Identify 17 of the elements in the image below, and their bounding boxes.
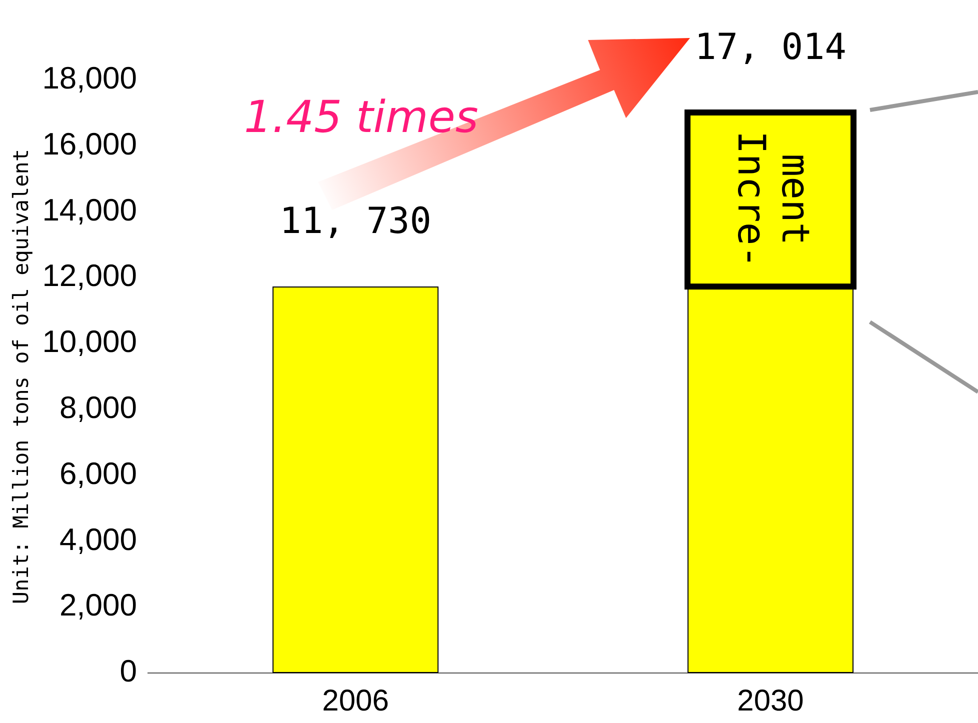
y-tick-label: 16,000 [42, 126, 138, 162]
y-tick-label: 14,000 [42, 192, 138, 228]
total-label: 17, 014 [694, 26, 846, 68]
x-tick-label: 2030 [737, 684, 804, 718]
y-tick-label: 0 [120, 654, 138, 689]
annotation: 1.45 times [244, 92, 478, 143]
y-axis-title: Unit: Million tons of oil equivalent [9, 148, 34, 604]
y-tick-label: 4,000 [59, 522, 138, 557]
y-tick-label: 10,000 [42, 324, 138, 360]
y-tick-label: 6,000 [59, 456, 138, 491]
y-tick-label: 2,000 [59, 588, 138, 623]
y-tick-label: 12,000 [42, 258, 138, 294]
total-label: 11, 730 [280, 200, 432, 242]
annotation: Incre- ment [730, 130, 818, 268]
y-tick-label: 8,000 [59, 390, 138, 425]
x-tick-label: 2006 [322, 684, 389, 718]
y-tick-label: 18,000 [42, 60, 138, 96]
